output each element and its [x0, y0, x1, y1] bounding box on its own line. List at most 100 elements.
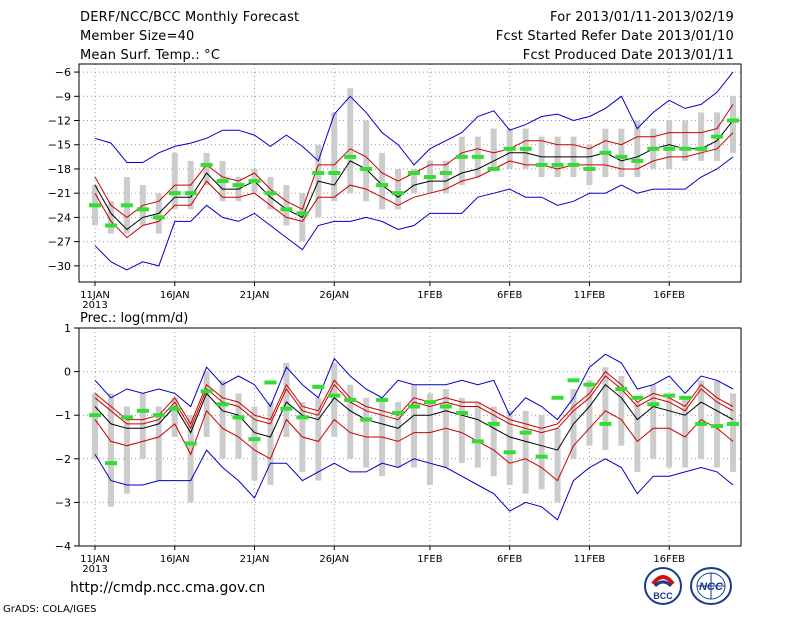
- prec-observed-mark: [599, 421, 612, 426]
- prec-spread-box: [714, 380, 721, 468]
- temp-observed-mark: [423, 175, 436, 180]
- prec-spread-box: [267, 402, 274, 485]
- fcst-started-date: Fcst Started Refer Date 2013/01/10: [495, 29, 734, 44]
- prec-spread-box: [426, 393, 433, 485]
- temp-observed-mark: [471, 154, 484, 159]
- temp-spread-box: [395, 168, 402, 210]
- prec-spread-box: [395, 402, 402, 468]
- temp-series-min: [94, 156, 734, 271]
- prec-xtick-label: 26JAN: [319, 554, 349, 565]
- temp-spread-box: [490, 128, 497, 169]
- prec-observed-mark: [264, 380, 277, 385]
- prec-spread-box: [458, 397, 465, 464]
- prec-year-label: 2013: [82, 564, 107, 575]
- prec-observed-mark: [631, 395, 644, 400]
- prec-observed-mark: [120, 415, 133, 420]
- prec-observed-mark: [567, 378, 580, 383]
- prec-spread-box: [682, 397, 689, 468]
- temp-ytick-label: −6: [55, 66, 71, 79]
- temp-observed-mark: [631, 158, 644, 163]
- chart-title: DERF/NCC/BCC Monthly Forecast: [80, 10, 300, 25]
- prec-xtick-label: 11FEB: [574, 554, 606, 565]
- prec-observed-mark: [136, 408, 149, 413]
- temp-spread-box: [171, 152, 178, 210]
- prec-observed-mark: [328, 393, 341, 398]
- temp-observed-mark: [376, 183, 389, 188]
- temp-observed-mark: [695, 146, 708, 151]
- temp-frame: [78, 63, 742, 283]
- temp-spread-box: [698, 112, 705, 161]
- prec-spread-box: [363, 397, 370, 468]
- bcc-logo-text: BCC: [653, 591, 673, 601]
- prec-spread-box: [474, 402, 481, 468]
- temp-observed-mark: [535, 162, 548, 167]
- prec-frame: [78, 327, 742, 547]
- temp-spread-box: [331, 112, 338, 202]
- footer-url[interactable]: http://cmdp.ncc.cma.gov.cn: [70, 580, 266, 596]
- prec-spread-box: [139, 393, 146, 459]
- prec-spread-box: [347, 384, 354, 459]
- bcc-logo: BCC: [644, 567, 682, 605]
- prec-spread-box: [730, 393, 736, 472]
- prec-spread-box: [235, 393, 242, 459]
- prec-observed-mark: [663, 393, 676, 398]
- temp-observed-mark: [328, 171, 341, 175]
- prec-spread-box: [618, 375, 625, 446]
- prec-observed-mark: [711, 424, 724, 429]
- temp-spread-box: [411, 168, 417, 194]
- prec-spread-box: [650, 384, 657, 459]
- temp-observed-mark: [647, 146, 660, 151]
- temp-year-label: 2013: [82, 300, 107, 311]
- prec-spread-box: [171, 397, 178, 437]
- prec-ytick-label: 0: [64, 366, 71, 379]
- prec-ytick-label: −2: [55, 453, 71, 466]
- prec-observed-mark: [423, 400, 436, 405]
- prec-observed-mark: [679, 395, 692, 400]
- temp-observed-mark: [89, 203, 101, 208]
- temp-observed-mark: [344, 154, 357, 159]
- temp-xtick-label: 1FEB: [417, 290, 442, 301]
- temp-spread-box: [634, 120, 641, 178]
- prec-ytick-label: −4: [55, 540, 71, 553]
- prec-spread-box: [331, 362, 338, 437]
- temp-observed-mark: [711, 134, 724, 139]
- temp-ytick-label: −9: [55, 90, 71, 103]
- temp-ytick-label: −15: [48, 139, 71, 152]
- temp-observed-mark: [168, 191, 181, 196]
- prec-plot-area: [79, 328, 741, 546]
- temp-spread-box: [458, 136, 465, 186]
- prec-observed-mark: [200, 389, 213, 394]
- prec-spread-box: [666, 397, 673, 468]
- temp-observed-mark: [152, 215, 165, 220]
- prec-observed-mark: [152, 413, 165, 418]
- prec-observed-mark: [376, 397, 389, 402]
- prec-observed-mark: [184, 441, 197, 446]
- prec-observed-mark: [296, 415, 309, 420]
- temp-observed-mark: [519, 146, 532, 151]
- temp-ytick-label: −21: [48, 187, 71, 200]
- prec-observed-mark: [535, 454, 548, 459]
- prec-spread-box: [283, 362, 290, 437]
- temp-observed-mark: [455, 154, 468, 159]
- ncc-logo-text: NCC: [699, 581, 724, 593]
- prec-observed-mark: [439, 404, 452, 409]
- prec-series-p25: [94, 409, 734, 482]
- prec-observed-mark: [312, 384, 325, 389]
- temp-xtick-label: 16FEB: [653, 290, 685, 301]
- temp-observed-mark: [184, 191, 197, 196]
- prec-spread-box: [155, 406, 162, 481]
- prec-panel-title: Prec.: log(mm/d): [80, 311, 188, 326]
- prec-xtick-label: 1FEB: [417, 554, 442, 565]
- prec-series-max: [94, 353, 734, 421]
- prec-ytick-label: −3: [55, 496, 71, 509]
- forecast-period: For 2013/01/11-2013/02/19: [550, 10, 734, 25]
- temp-series-max: [94, 71, 734, 166]
- prec-observed-mark: [344, 397, 357, 402]
- temp-spread-box: [379, 152, 386, 210]
- prec-xtick-label: 6FEB: [497, 554, 522, 565]
- prec-observed-mark: [551, 395, 564, 400]
- temp-ytick-label: −12: [48, 115, 71, 128]
- temp-spread-box: [730, 96, 736, 153]
- prec-observed-mark: [248, 437, 261, 442]
- temp-observed-mark: [487, 166, 500, 171]
